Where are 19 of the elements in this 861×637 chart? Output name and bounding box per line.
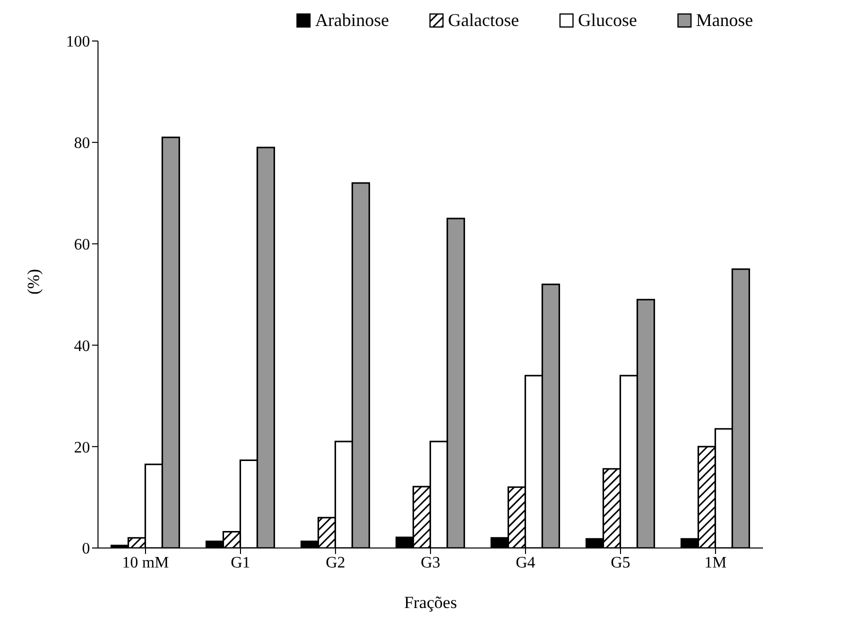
y-tick-label: 0 [82, 540, 90, 558]
x-tick-label: G5 [610, 554, 630, 572]
legend-label: Manose [695, 10, 753, 31]
x-tick-label: G2 [326, 554, 346, 572]
legend-label: Galactose [447, 10, 520, 31]
x-tick-label: 10 mM [122, 554, 169, 572]
y-tick-label: 20 [74, 439, 90, 456]
y-tick-label: 40 [74, 338, 90, 355]
y-tick-label: 100 [66, 34, 90, 51]
legend-label: Glucose [577, 10, 637, 31]
x-tick-label: G3 [420, 554, 440, 572]
y-tick-label: 80 [74, 135, 90, 152]
x-tick-label: G1 [230, 554, 250, 572]
x-tick-label: G4 [516, 554, 536, 572]
y-axis-title: (%) [24, 269, 44, 294]
legend-label: Arabinose [314, 10, 390, 31]
x-tick-label: 1M [704, 554, 727, 572]
y-tick-label: 60 [74, 236, 90, 254]
x-axis-title: Frações [404, 593, 457, 612]
